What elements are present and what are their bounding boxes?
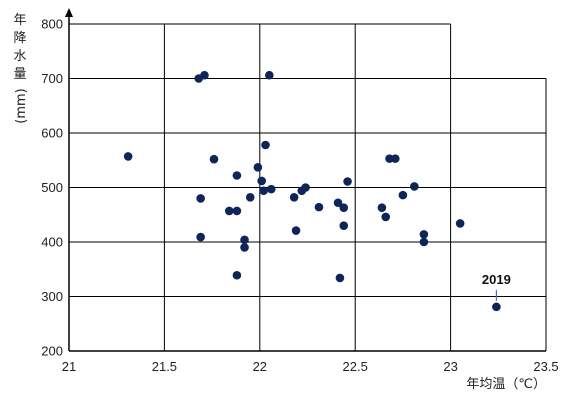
y-tick-label: 700 <box>41 71 63 86</box>
data-points <box>123 70 501 312</box>
data-point <box>410 182 419 191</box>
y-tick-labels: 200 300 400 500 600 700 800 <box>41 17 63 359</box>
y-tick-label: 300 <box>41 289 63 304</box>
y-axis-label-char: 降 <box>13 31 26 46</box>
y-axis-label-char: 量 <box>13 67 26 82</box>
annotations: 2019 <box>482 272 511 301</box>
y-axis-label-char: 水 <box>13 49 26 64</box>
data-point <box>224 206 234 216</box>
data-point <box>245 193 255 202</box>
data-point <box>335 273 345 283</box>
data-point <box>314 202 324 212</box>
data-point <box>419 237 429 247</box>
y-tick-label: 400 <box>41 235 63 250</box>
data-point <box>261 140 270 150</box>
data-point <box>398 190 408 200</box>
x-tick-label: 21.5 <box>152 359 177 374</box>
x-tick-label: 22.5 <box>343 359 368 374</box>
data-point <box>289 193 299 202</box>
data-point <box>381 212 391 222</box>
axes <box>65 8 546 352</box>
data-point <box>419 230 429 239</box>
x-tick-labels: 21 21.5 22 22.5 23 23.5 <box>62 359 559 374</box>
data-point <box>196 232 205 242</box>
x-tick-label: 23 <box>443 359 457 374</box>
data-point <box>196 194 205 203</box>
y-axis-arrow <box>65 8 73 17</box>
data-point <box>333 198 343 208</box>
x-tick-label: 23.5 <box>533 359 558 374</box>
data-point <box>253 163 263 172</box>
data-point <box>492 302 501 312</box>
x-tick-label: 21 <box>62 359 76 374</box>
data-point <box>390 154 400 163</box>
data-point <box>232 206 242 216</box>
data-point <box>265 70 274 80</box>
data-point <box>377 203 387 212</box>
x-tick-label: 22 <box>253 359 267 374</box>
y-tick-label: 600 <box>41 126 63 141</box>
data-point <box>259 186 268 196</box>
data-point <box>339 203 349 212</box>
y-tick-label: 200 <box>41 344 63 359</box>
data-point <box>455 219 465 228</box>
data-point <box>257 176 267 186</box>
data-point <box>291 226 301 235</box>
x-axis-label: 年均温（℃） <box>466 377 546 392</box>
y-tick-label: 800 <box>41 17 63 32</box>
y-axis-label-unit: (mm) <box>14 88 29 123</box>
data-point <box>240 235 249 245</box>
data-point <box>343 177 352 186</box>
y-tick-label: 500 <box>41 180 63 195</box>
data-point <box>200 70 209 80</box>
data-point <box>123 152 133 161</box>
grid-lines <box>69 23 547 351</box>
y-axis-label-char: 年 <box>13 13 26 28</box>
data-point <box>240 243 249 252</box>
data-point <box>209 154 219 164</box>
data-point <box>266 184 276 194</box>
annotation-label: 2019 <box>482 272 511 287</box>
data-point <box>339 221 349 230</box>
data-point <box>301 183 310 192</box>
data-point <box>232 270 242 280</box>
data-point <box>232 171 242 180</box>
